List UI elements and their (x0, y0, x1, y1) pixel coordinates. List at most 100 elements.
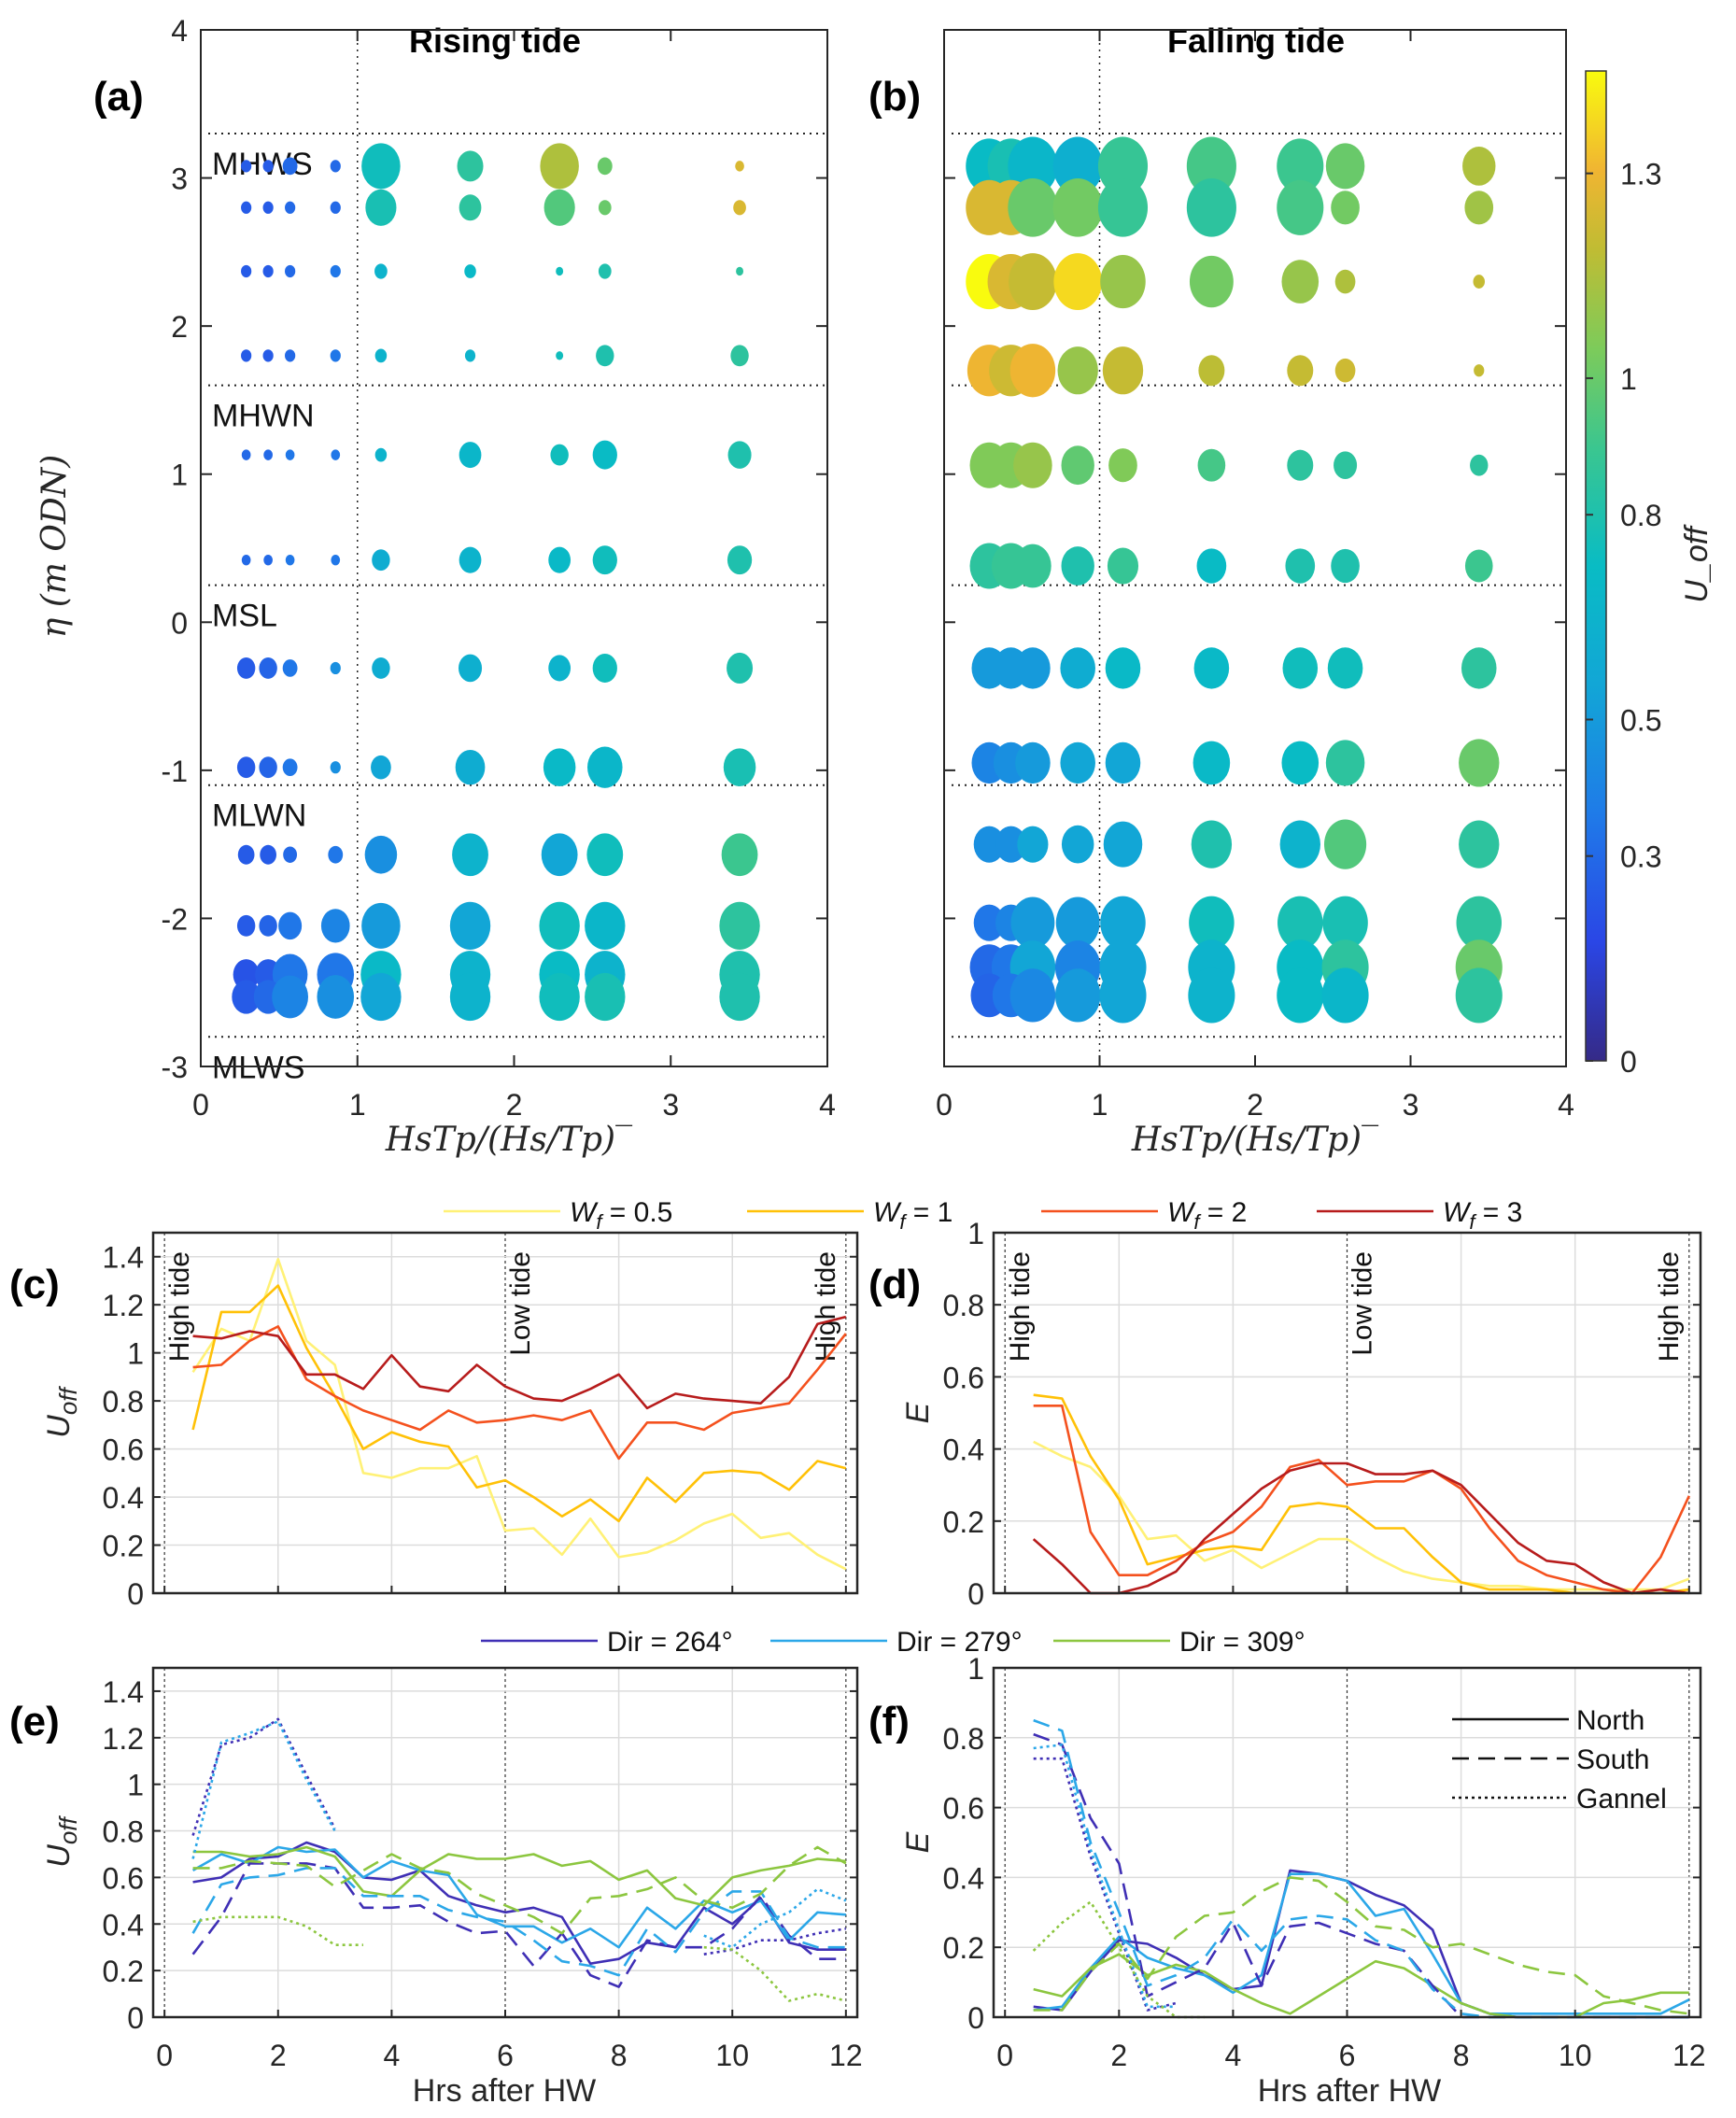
bubble-point (374, 348, 388, 363)
series-line-dir-309-north (192, 1845, 846, 1907)
bubble-point (260, 844, 276, 865)
x-tick-label: 10 (715, 2039, 749, 2072)
x-tick-label: 1 (1092, 1088, 1108, 1122)
bubble-point (1198, 355, 1225, 387)
bubble-point (995, 826, 1027, 863)
bubble-point (1277, 138, 1324, 194)
series-line-dir-309-south (1033, 1876, 1689, 2015)
panel-a-ylabel: η (m ODN) (35, 455, 74, 639)
bubble-point (1285, 548, 1316, 584)
bubble-point (539, 972, 580, 1022)
bubble-point (285, 264, 296, 278)
legend-item-location: North (1452, 1705, 1644, 1736)
bubble-point (374, 447, 388, 462)
bubble-point (330, 661, 341, 675)
legend-item-wf: Wf = 0.5 (444, 1197, 672, 1234)
bubble-point (1323, 819, 1367, 869)
bubble-point (1325, 740, 1365, 786)
bubble-point (241, 449, 251, 460)
y-tick-label: 0.6 (103, 1861, 144, 1895)
bubble-point (1459, 739, 1500, 787)
ref-label-mlws: MLWS (212, 1050, 304, 1085)
series-line-dir-264-gannel (191, 1717, 847, 1956)
bubble-point (374, 263, 388, 279)
y-axis-label: E (900, 1402, 936, 1423)
bubble-point (1327, 647, 1363, 689)
bubble-point (262, 264, 274, 278)
bubble-point (372, 657, 390, 679)
bubble-point (1008, 136, 1058, 196)
x-tick-label: 3 (1403, 1088, 1419, 1122)
legend-dir: Dir = 264° Dir = 279° Dir = 309° (481, 1627, 1306, 1658)
y-tick-label: 0.6 (943, 1361, 984, 1394)
bubble-point (459, 546, 482, 573)
bubble-point (459, 442, 482, 469)
bubble-point (541, 833, 578, 877)
x-tick-label: 12 (1672, 2039, 1706, 2072)
panel-f-e-by-dir: 0 2 4 6 8 10 12 0 0.2 0.4 0.6 0.8 1 E (900, 1652, 1706, 2072)
y-tick-label: 0.4 (943, 1433, 984, 1467)
y-tick-label: 1.2 (103, 1722, 144, 1756)
bubble-point (1186, 177, 1236, 237)
bubble-point (360, 972, 402, 1022)
legend-item-dir: Dir = 309° (1053, 1627, 1306, 1658)
x-tick-label: 0 (192, 1088, 209, 1122)
colorbar-label: U_off (1679, 524, 1715, 603)
bubble-point (237, 844, 255, 865)
bubble-point (464, 264, 476, 278)
legend-label: Dir = 279° (896, 1627, 1023, 1658)
legend-value: = 3 (1475, 1197, 1522, 1228)
y-tick-label: 1.2 (103, 1289, 144, 1322)
bubble-point (232, 980, 261, 1014)
colorbar-tick-label: 0.3 (1620, 840, 1661, 874)
panel-d-e-by-wf: High tide Low tide High tide 0 0.2 0.4 0.6 0.8 1… (900, 1217, 1702, 1611)
bubble-point (585, 901, 626, 950)
bubble-point (272, 975, 309, 1019)
bubble-point (1277, 967, 1324, 1024)
series-line-dir-309-gannel (1032, 1900, 1205, 2019)
bubble-point (1287, 449, 1314, 481)
bubble-point (1102, 346, 1144, 395)
bubble-point (330, 160, 341, 173)
bubble-point (278, 911, 303, 940)
bubble-point (556, 351, 564, 360)
bubble-point (1282, 647, 1319, 689)
tide-label: High tide (1654, 1251, 1685, 1362)
y-tick-label: 1 (967, 1217, 984, 1250)
series-line-w-f-1 (191, 1284, 847, 1523)
x-tick-label: 8 (1453, 2039, 1470, 2072)
y-tick-label: 0 (171, 606, 188, 640)
bubble-point (1279, 820, 1320, 868)
bubble-point (1061, 825, 1094, 864)
bubble-point (1010, 897, 1055, 949)
y-tick-label: -2 (162, 902, 188, 936)
colorbar-tick-label: 1.3 (1620, 158, 1661, 191)
panel-label-d: (d) (868, 1262, 921, 1307)
series-line-w-f-3 (192, 1315, 847, 1410)
bubble-point (1189, 255, 1234, 308)
y-tick-label: 1 (127, 1769, 144, 1802)
bubble-point (1334, 451, 1358, 479)
panel-a-xlabel: HsTp/(Hs/Tp)‾ (385, 1121, 632, 1159)
bubble-point (548, 546, 572, 573)
bubble-point (1322, 896, 1368, 950)
tide-label: Low tide (505, 1251, 536, 1356)
y-tick-label: 3 (171, 162, 188, 196)
bubble-point (1097, 136, 1149, 196)
bubble-point (1456, 896, 1503, 950)
bubble-point (259, 657, 277, 679)
ref-label-mlwn: MLWN (212, 798, 306, 834)
series-line-w-f-0-5 (191, 1258, 847, 1571)
bubble-point (973, 904, 1005, 941)
bubble-point (1281, 260, 1320, 304)
legend-label: North (1576, 1705, 1644, 1736)
bubble-point (236, 914, 256, 937)
y-axis-label: Uoff (41, 1385, 82, 1437)
bubble-point (282, 758, 298, 777)
bubble-point (282, 659, 298, 677)
y-tick-label: -1 (162, 755, 188, 788)
bubble-point (586, 833, 624, 877)
bubble-point (598, 263, 612, 279)
bubble-point (241, 264, 252, 278)
tide-label: High tide (811, 1251, 841, 1362)
